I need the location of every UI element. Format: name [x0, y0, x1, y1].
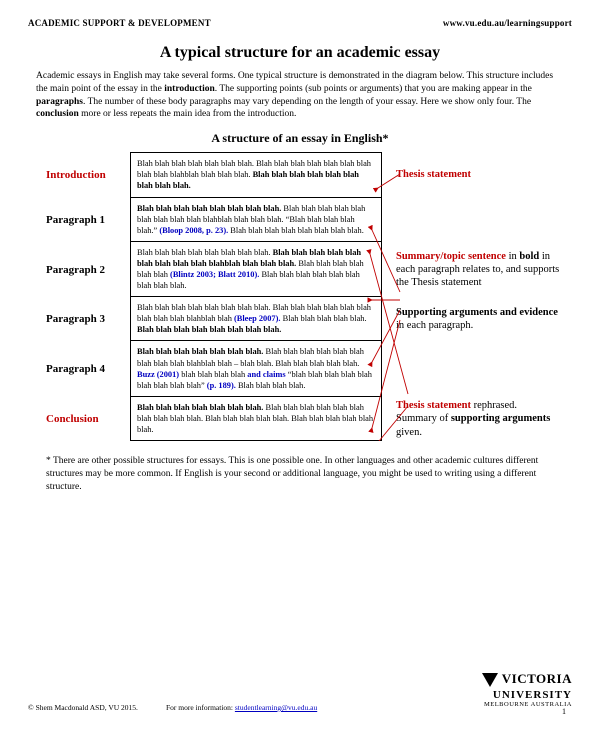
essay-box: Blah blah blah blah blah blah blah. Blah… — [130, 341, 382, 396]
footnote: * There are other possible structures fo… — [46, 455, 554, 493]
essay-box: Blah blah blah blah blah blah blah blah.… — [130, 242, 382, 297]
diagram-row: Paragraph 1Blah blah blah blah blah blah… — [40, 198, 560, 242]
section-label: Introduction — [40, 152, 130, 197]
diagram-row: IntroductionBlah blah blah blah blah bla… — [40, 152, 560, 197]
essay-box: Blah blah blah blah blah blah blah. Blah… — [130, 152, 382, 197]
top-bar: ACADEMIC SUPPORT & DEVELOPMENT www.vu.ed… — [28, 18, 572, 28]
essay-box: Blah blah blah blah blah blah blah. Blah… — [130, 397, 382, 441]
page-number: 1 — [562, 707, 566, 716]
contact-link[interactable]: studentlearning@vu.edu.au — [235, 703, 317, 712]
essay-box: Blah blah blah blah blah blah blah blah.… — [130, 198, 382, 242]
footer: © Shem Macdonald ASD, VU 2015. For more … — [28, 703, 572, 712]
section-label: Paragraph 1 — [40, 198, 130, 242]
page-title: A typical structure for an academic essa… — [28, 44, 572, 62]
intro-paragraph: Academic essays in English may take seve… — [36, 70, 564, 121]
header-left: ACADEMIC SUPPORT & DEVELOPMENT — [28, 18, 211, 28]
section-label: Paragraph 2 — [40, 242, 130, 297]
diagram-row: ConclusionBlah blah blah blah blah blah … — [40, 397, 560, 441]
section-label: Paragraph 3 — [40, 297, 130, 341]
copyright: © Shem Macdonald ASD, VU 2015. — [28, 703, 138, 712]
annotation: Thesis statement rephrased. Summary of s… — [396, 399, 560, 438]
diagram-row: Paragraph 2Blah blah blah blah blah blah… — [40, 242, 560, 297]
section-label: Paragraph 4 — [40, 341, 130, 396]
university-logo: VICTORIA UNIVERSITY MELBOURNE AUSTRALIA — [482, 671, 572, 708]
diagram-title: A structure of an essay in English* — [28, 131, 572, 146]
section-label: Conclusion — [40, 397, 130, 441]
annotation: Summary/topic sentence in bold in each p… — [396, 250, 560, 289]
essay-diagram: IntroductionBlah blah blah blah blah bla… — [40, 152, 560, 441]
annotation: Thesis statement — [396, 168, 471, 181]
header-right: www.vu.edu.au/learningsupport — [443, 18, 572, 28]
more-info: For more information: studentlearning@vu… — [166, 703, 317, 712]
essay-box: Blah blah blah blah blah blah blah blah.… — [130, 297, 382, 341]
logo-icon — [482, 673, 498, 689]
diagram-row: Paragraph 3Blah blah blah blah blah blah… — [40, 297, 560, 341]
annotation: Supporting arguments and evidence in eac… — [396, 306, 560, 332]
diagram-row: Paragraph 4Blah blah blah blah blah blah… — [40, 341, 560, 396]
